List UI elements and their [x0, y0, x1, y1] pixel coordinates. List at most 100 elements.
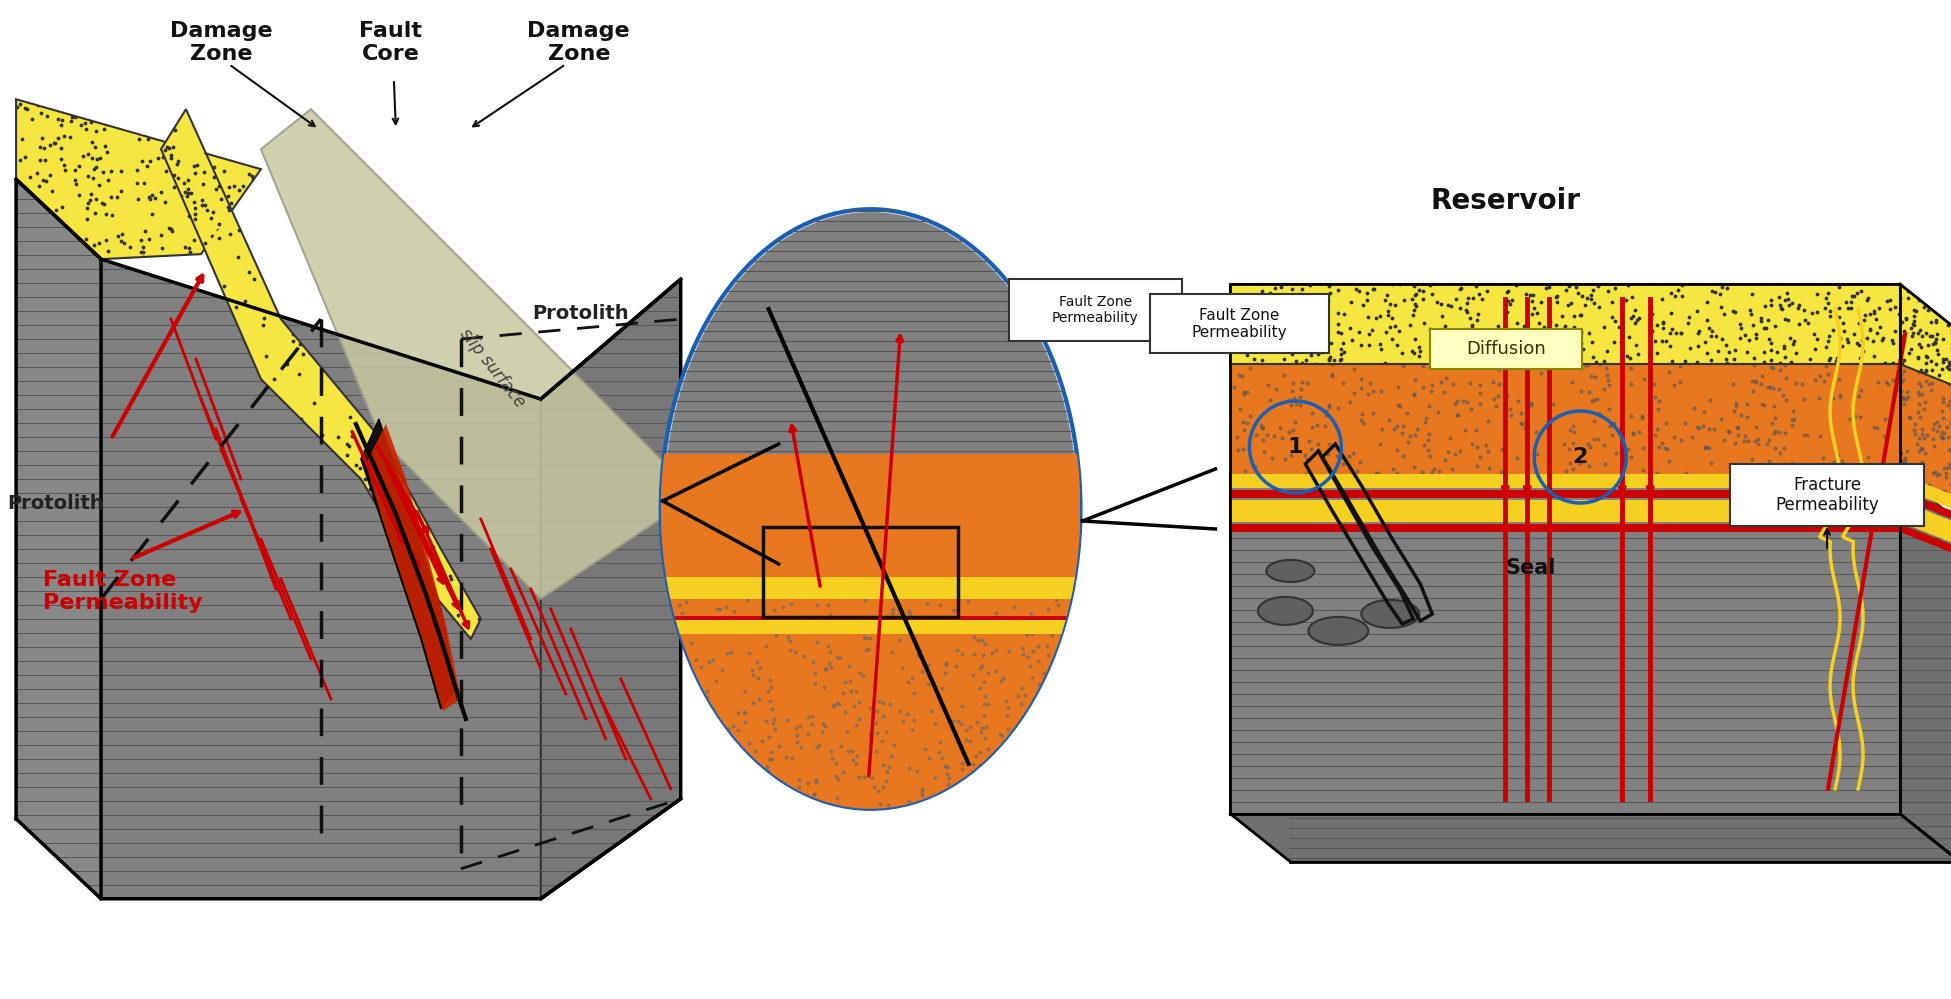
Point	[1935, 340, 1951, 356]
Point	[1697, 422, 1729, 438]
Point	[429, 399, 460, 415]
Point	[1547, 322, 1578, 338]
Point	[137, 206, 168, 222]
Point	[1276, 447, 1307, 463]
Point	[150, 129, 181, 145]
Point	[659, 715, 691, 731]
Point	[252, 117, 283, 133]
Point	[1465, 340, 1496, 356]
Point	[1413, 299, 1444, 315]
Point	[1754, 380, 1785, 396]
Point	[1889, 372, 1920, 388]
Point	[1374, 412, 1405, 428]
Point	[1455, 311, 1487, 327]
Point	[1034, 751, 1065, 767]
Point	[53, 224, 84, 240]
Point	[170, 579, 201, 595]
Point	[679, 616, 710, 632]
Point	[1891, 460, 1922, 476]
Point	[919, 623, 950, 639]
Point	[876, 644, 907, 660]
Point	[728, 704, 759, 720]
Point	[316, 446, 347, 462]
Point	[1619, 342, 1651, 358]
Point	[332, 481, 363, 497]
Point	[375, 539, 406, 555]
Point	[1399, 332, 1430, 348]
Point	[1760, 284, 1791, 300]
Point	[1801, 286, 1832, 302]
Point	[1274, 341, 1305, 357]
Point	[209, 109, 240, 125]
Point	[1910, 364, 1941, 380]
Point	[1615, 409, 1647, 425]
Point	[462, 262, 494, 278]
Point	[234, 166, 265, 182]
Point	[1290, 448, 1321, 464]
Point	[1842, 299, 1873, 315]
Point	[1555, 328, 1586, 344]
Point	[1892, 290, 1924, 306]
Point	[1736, 307, 1768, 323]
Point	[656, 647, 687, 663]
Point	[1401, 286, 1432, 302]
Point	[349, 472, 380, 488]
Point	[1918, 336, 1949, 352]
Point	[1613, 329, 1645, 345]
Point	[1910, 395, 1941, 411]
Point	[755, 622, 786, 638]
Point	[174, 185, 205, 201]
Point	[853, 617, 884, 633]
Point	[1516, 294, 1547, 310]
Point	[1009, 735, 1040, 751]
Point	[1674, 309, 1705, 325]
Point	[1777, 463, 1809, 479]
Point	[1703, 343, 1734, 359]
Point	[1574, 439, 1606, 455]
Point	[702, 716, 734, 732]
Point	[96, 189, 127, 205]
Point	[1933, 358, 1951, 374]
Point	[164, 208, 195, 224]
Point	[460, 119, 492, 135]
Point	[23, 139, 55, 155]
Point	[170, 184, 201, 200]
Point	[985, 788, 1016, 804]
Point	[1297, 419, 1329, 435]
Point	[1842, 285, 1873, 301]
Point	[1409, 437, 1440, 453]
Point	[1891, 443, 1922, 459]
Point	[1816, 282, 1848, 298]
Point	[1693, 440, 1725, 456]
Point	[1005, 696, 1036, 712]
Point	[1928, 307, 1951, 323]
Point	[1666, 288, 1697, 304]
Bar	[661, 616, 1081, 624]
Point	[1889, 324, 1920, 340]
Point	[336, 429, 367, 445]
Point	[1254, 351, 1286, 367]
Point	[355, 463, 386, 479]
Point	[1009, 687, 1040, 703]
Point	[1551, 283, 1582, 299]
Ellipse shape	[663, 212, 1077, 806]
Point	[88, 196, 119, 212]
Point	[1931, 359, 1951, 375]
Point	[1777, 296, 1809, 312]
Point	[160, 93, 191, 109]
Point	[1329, 306, 1360, 322]
Point	[800, 675, 831, 691]
Point	[1824, 279, 1855, 295]
Point	[712, 799, 743, 815]
Point	[1331, 288, 1362, 304]
Point	[1323, 282, 1354, 298]
Point	[357, 533, 388, 549]
Point	[189, 116, 220, 132]
Point	[1444, 330, 1475, 346]
Point	[195, 210, 226, 226]
Point	[1711, 337, 1742, 353]
Point	[1530, 306, 1561, 322]
Point	[1274, 292, 1305, 308]
Point	[814, 644, 845, 660]
Point	[1809, 373, 1840, 389]
